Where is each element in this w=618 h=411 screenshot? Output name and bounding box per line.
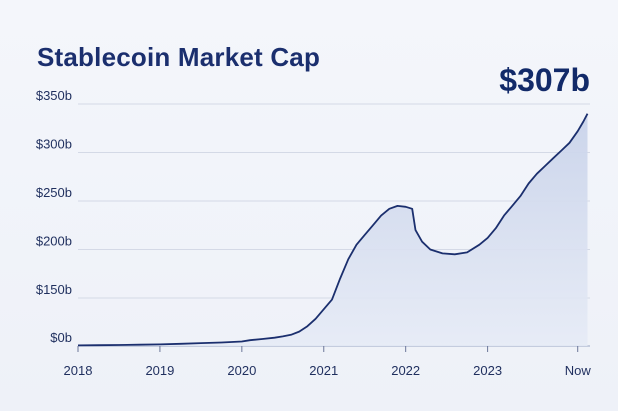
y-tick-label: $300b <box>36 137 72 152</box>
x-tick-label: Now <box>565 363 592 378</box>
y-tick-label: $250b <box>36 185 72 200</box>
x-tick-label: 2018 <box>64 363 93 378</box>
series-line <box>77 113 589 347</box>
x-tick-label: 2020 <box>227 363 256 378</box>
y-tick-label: $350b <box>36 88 72 103</box>
area-fill <box>78 113 588 346</box>
chart-title: Stablecoin Market Cap <box>37 42 321 72</box>
area-series <box>77 113 589 347</box>
y-axis: $0b $150b $200b $250b $300b $350b <box>36 88 72 345</box>
x-tick-label: 2021 <box>309 363 338 378</box>
x-tick-label: 2019 <box>145 363 174 378</box>
x-tick-label: 2023 <box>473 363 502 378</box>
headline-value: $307b <box>499 62 590 98</box>
y-tick-label: $150b <box>36 282 72 297</box>
x-tick-label: 2022 <box>391 363 420 378</box>
y-tick-label: $200b <box>36 234 72 249</box>
x-axis: 2018 2019 2020 2021 2022 2023 Now <box>64 346 592 378</box>
y-tick-label: $0b <box>50 330 72 345</box>
